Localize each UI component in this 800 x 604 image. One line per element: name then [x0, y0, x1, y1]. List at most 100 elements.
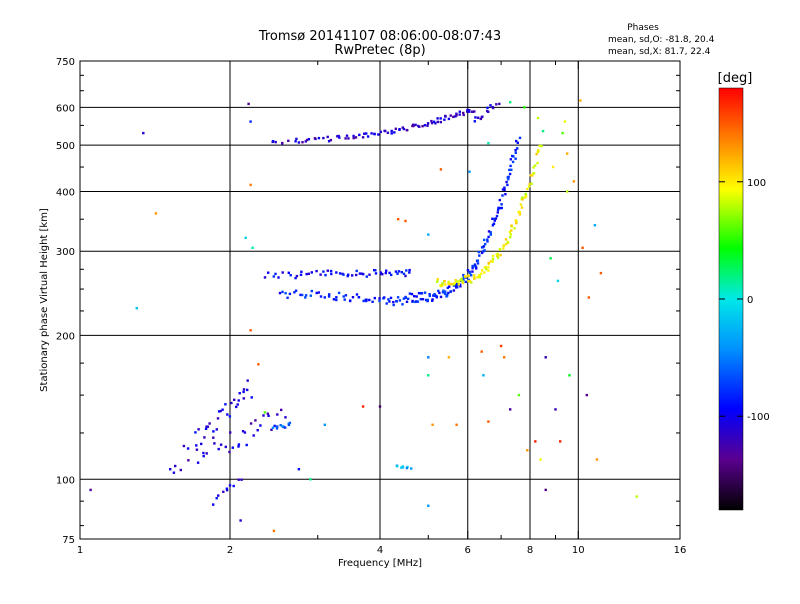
data-point: [458, 113, 461, 116]
data-point: [374, 272, 378, 275]
data-point: [455, 280, 459, 283]
data-point: [288, 421, 292, 425]
data-point: [524, 195, 528, 198]
grid-lines: [80, 61, 680, 539]
data-point: [228, 415, 232, 418]
data-point: [240, 478, 243, 481]
data-point: [280, 408, 283, 412]
data-point: [595, 458, 599, 461]
data-point: [305, 138, 309, 142]
data-point: [635, 495, 638, 498]
data-point: [444, 290, 447, 293]
data-point: [154, 212, 158, 215]
data-point: [566, 190, 569, 193]
data-point: [510, 224, 513, 227]
data-point: [498, 248, 502, 251]
data-point: [236, 403, 239, 406]
data-point: [224, 445, 227, 449]
data-point: [249, 329, 252, 332]
data-point: [585, 393, 588, 397]
data-point: [426, 122, 430, 125]
data-point: [317, 291, 320, 294]
data-point: [272, 275, 275, 278]
y-tick-label: 500: [56, 141, 75, 152]
data-point: [438, 291, 441, 295]
data-point: [225, 487, 229, 490]
colorbar-tick-label: 0: [747, 295, 753, 306]
data-point: [456, 286, 459, 289]
data-point: [370, 132, 373, 135]
data-point: [400, 466, 403, 469]
data-point: [262, 414, 265, 417]
data-point: [445, 295, 448, 298]
data-point: [516, 141, 519, 144]
data-point: [343, 298, 346, 301]
data-point: [278, 291, 282, 295]
data-point: [226, 413, 229, 416]
data-point: [468, 109, 471, 112]
data-point: [401, 465, 404, 468]
data-point: [196, 461, 200, 464]
data-point: [274, 272, 277, 276]
data-point: [405, 466, 409, 470]
data-point: [307, 138, 311, 141]
data-point: [457, 283, 460, 286]
data-point: [397, 218, 400, 221]
data-point: [396, 296, 400, 299]
data-point: [544, 488, 547, 492]
data-point: [549, 257, 552, 260]
chart-title: Tromsø 20141107 08:06:00-08:07:43: [258, 29, 501, 44]
data-point: [410, 467, 413, 470]
data-point: [506, 240, 509, 244]
data-point: [335, 296, 338, 299]
data-point: [412, 124, 415, 128]
data-point: [352, 136, 355, 140]
data-point: [245, 443, 248, 447]
data-point: [310, 289, 313, 293]
data-point: [416, 300, 420, 303]
data-point: [408, 271, 411, 274]
data-point: [235, 405, 238, 409]
data-point: [217, 410, 221, 413]
data-point: [581, 246, 584, 249]
data-point: [521, 196, 524, 199]
data-point: [489, 233, 492, 236]
data-point: [411, 299, 414, 303]
data-point: [518, 213, 522, 216]
data-point: [466, 274, 470, 277]
data-point: [286, 296, 289, 299]
data-point: [242, 397, 245, 400]
data-point: [402, 272, 406, 275]
data-point: [434, 122, 437, 125]
data-point: [404, 274, 407, 278]
data-point: [401, 303, 404, 306]
data-point: [347, 273, 350, 276]
data-point: [511, 160, 515, 164]
data-point: [202, 454, 205, 458]
data-point: [322, 136, 325, 140]
data-point: [215, 428, 218, 431]
data-point: [301, 293, 304, 297]
data-point: [392, 303, 395, 307]
data-point: [229, 431, 232, 434]
data-point: [439, 168, 443, 171]
data-point: [225, 489, 229, 492]
data-point: [378, 405, 382, 408]
data-point: [455, 282, 459, 286]
data-point: [380, 272, 383, 276]
data-point: [293, 291, 296, 294]
info-line-o: mean, sd,O: -81.8, 20.4: [608, 35, 715, 45]
data-point: [271, 140, 275, 143]
data-point: [509, 158, 512, 161]
y-tick-label: 200: [56, 331, 75, 342]
data-point: [195, 444, 198, 447]
data-point: [593, 224, 597, 227]
data-point: [402, 127, 406, 131]
data-point: [276, 413, 279, 416]
data-point: [337, 291, 341, 295]
data-point: [327, 295, 331, 298]
data-point: [508, 172, 512, 176]
data-point: [389, 296, 393, 300]
data-point: [299, 273, 303, 276]
data-point: [504, 193, 507, 196]
